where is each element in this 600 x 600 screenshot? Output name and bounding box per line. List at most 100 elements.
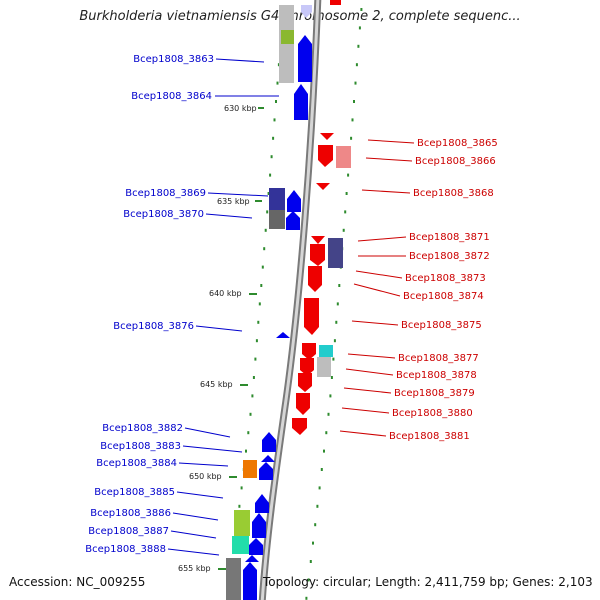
leader-3871 bbox=[357, 236, 407, 242]
gene-3866-pink-box bbox=[336, 146, 351, 168]
label-Bcep1808_3872[interactable]: Bcep1808_3872 bbox=[409, 251, 490, 262]
label-Bcep1808_3873[interactable]: Bcep1808_3873 bbox=[405, 273, 486, 284]
gene-3863-olive-box bbox=[281, 30, 294, 44]
scale-label-635: 635 kbp bbox=[217, 197, 250, 206]
leader-3874 bbox=[353, 283, 401, 297]
tick-mark-outer bbox=[357, 44, 360, 48]
gene-3882-arrow bbox=[262, 432, 276, 452]
gene-3866-arrow bbox=[318, 145, 333, 167]
gene-3871-arrow bbox=[311, 236, 325, 244]
gene-3887-teal-box bbox=[232, 536, 249, 554]
tick-mark-inner bbox=[263, 247, 266, 251]
label-Bcep1808_3885[interactable]: Bcep1808_3885 bbox=[94, 487, 175, 498]
gene-3880-arrow bbox=[296, 393, 310, 415]
label-Bcep1808_3881[interactable]: Bcep1808_3881 bbox=[389, 431, 470, 442]
tick-mark-inner bbox=[258, 302, 261, 306]
chromosome-backbone-highlight bbox=[260, 0, 320, 600]
gene-3885-arrow bbox=[255, 494, 269, 513]
tick-mark-inner bbox=[261, 265, 264, 269]
gene-3877-cyan-box bbox=[319, 345, 333, 357]
tick-mark-outer bbox=[330, 376, 333, 379]
topology-text: Topology: circular; Length: 2,411,759 bp… bbox=[263, 575, 593, 589]
gene-3878-arrow bbox=[300, 358, 314, 376]
gene-3888-arrow bbox=[243, 562, 257, 600]
scale-label-640: 640 kbp bbox=[209, 289, 242, 298]
gene-3881-arrow bbox=[292, 418, 307, 435]
label-Bcep1808_3868[interactable]: Bcep1808_3868 bbox=[413, 188, 494, 199]
leader-3868 bbox=[361, 189, 411, 194]
leader-3887 bbox=[170, 530, 217, 539]
tick-mark-outer bbox=[342, 228, 345, 232]
map-title: Burkholderia vietnamiensis G4 chromosome… bbox=[79, 9, 521, 24]
tick-mark-outer bbox=[336, 302, 339, 306]
label-Bcep1808_3886[interactable]: Bcep1808_3886 bbox=[90, 508, 171, 519]
leader-3875 bbox=[351, 320, 399, 326]
tick-mark-outer bbox=[347, 173, 350, 177]
leader-3877 bbox=[347, 353, 396, 359]
gene-3873-arrow bbox=[308, 266, 322, 292]
tick-mark-inner bbox=[273, 118, 276, 122]
leader-3873 bbox=[355, 270, 403, 279]
tick-mark-inner bbox=[277, 63, 280, 67]
label-Bcep1808_3871[interactable]: Bcep1808_3871 bbox=[409, 232, 490, 243]
reverse-leaders bbox=[339, 139, 415, 437]
gene-3872-navy-box bbox=[328, 238, 343, 268]
gene-3876-arrow bbox=[276, 332, 290, 338]
label-Bcep1808_3882[interactable]: Bcep1808_3882 bbox=[102, 423, 183, 434]
accession-text: Accession: NC_009255 bbox=[9, 575, 146, 589]
label-Bcep1808_3876[interactable]: Bcep1808_3876 bbox=[113, 321, 194, 332]
tick-mark-outer bbox=[333, 339, 336, 343]
gene-3870-box bbox=[269, 210, 285, 229]
label-Bcep1808_3870[interactable]: Bcep1808_3870 bbox=[123, 209, 204, 220]
gene-3870-arrow bbox=[286, 211, 300, 230]
gene-3863-arrow bbox=[298, 35, 312, 82]
label-Bcep1808_3887[interactable]: Bcep1808_3887 bbox=[88, 526, 169, 537]
label-Bcep1808_3875[interactable]: Bcep1808_3875 bbox=[401, 320, 482, 331]
label-Bcep1808_3878[interactable]: Bcep1808_3878 bbox=[396, 370, 477, 381]
tick-mark-inner bbox=[251, 394, 254, 398]
gene-3869-box bbox=[269, 188, 285, 210]
label-Bcep1808_3883[interactable]: Bcep1808_3883 bbox=[100, 441, 181, 452]
tick-mark-inner bbox=[245, 449, 247, 453]
label-Bcep1808_3869[interactable]: Bcep1808_3869 bbox=[125, 188, 206, 199]
tick-mark-outer bbox=[314, 523, 317, 527]
label-Bcep1808_3874[interactable]: Bcep1808_3874 bbox=[403, 291, 484, 302]
leader-3876 bbox=[195, 325, 243, 332]
label-Bcep1808_3884[interactable]: Bcep1808_3884 bbox=[96, 458, 177, 469]
tick-mark-outer bbox=[335, 320, 338, 324]
scale-label-655: 655 kbp bbox=[178, 564, 211, 573]
label-Bcep1808_3866[interactable]: Bcep1808_3866 bbox=[415, 156, 496, 167]
label-Bcep1808_3877[interactable]: Bcep1808_3877 bbox=[398, 353, 479, 364]
tick-mark-outer bbox=[323, 449, 325, 453]
scale-label-630: 630 kbp bbox=[224, 104, 257, 113]
gene-3863-arrow-top bbox=[301, 5, 312, 18]
leader-3878 bbox=[345, 368, 394, 376]
tick-mark-outer bbox=[353, 100, 355, 103]
label-Bcep1808_3879[interactable]: Bcep1808_3879 bbox=[394, 388, 475, 399]
leader-3881 bbox=[339, 430, 387, 437]
tick-mark-outer bbox=[344, 210, 347, 214]
tick-mark-inner bbox=[267, 192, 270, 195]
leader-3879 bbox=[343, 387, 392, 394]
tick-mark-inner bbox=[254, 357, 257, 361]
gene-3868-arrow bbox=[316, 183, 330, 190]
leader-3880 bbox=[341, 407, 390, 414]
leader-3886 bbox=[172, 512, 219, 521]
tick-mark-inner bbox=[249, 412, 252, 416]
tick-mark-outer bbox=[358, 26, 361, 30]
gene-3872-arrow bbox=[310, 244, 325, 266]
label-Bcep1808_3864[interactable]: Bcep1808_3864 bbox=[131, 91, 212, 102]
tick-mark-inner bbox=[255, 339, 258, 343]
tick-mark-outer bbox=[351, 118, 354, 122]
label-Bcep1808_3865[interactable]: Bcep1808_3865 bbox=[417, 138, 498, 149]
label-Bcep1808_3880[interactable]: Bcep1808_3880 bbox=[392, 408, 473, 419]
gene-3888-grey-box bbox=[226, 558, 241, 600]
gene-3883-arrow bbox=[261, 455, 275, 462]
label-Bcep1808_3888[interactable]: Bcep1808_3888 bbox=[85, 544, 166, 555]
tick-mark-outer bbox=[345, 192, 348, 195]
tick-mark-inner bbox=[240, 486, 243, 490]
gene-3888-arrow-small bbox=[245, 555, 259, 562]
label-Bcep1808_3863[interactable]: Bcep1808_3863 bbox=[133, 54, 214, 65]
tick-mark-outer bbox=[316, 504, 319, 508]
